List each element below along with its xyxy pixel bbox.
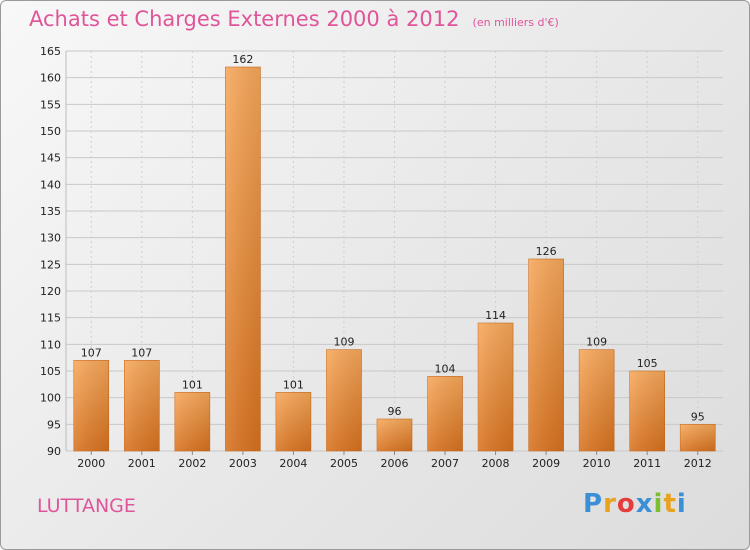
y-tick-label: 105 (40, 365, 61, 378)
bar-shade (225, 67, 261, 451)
x-tick-label: 2009 (532, 457, 560, 470)
logo-letter: P (583, 489, 604, 519)
bar-value-label: 107 (131, 346, 152, 359)
bar-shade (73, 360, 109, 451)
y-tick-label: 165 (40, 45, 61, 58)
bar-shade (427, 376, 463, 451)
x-tick-label: 2008 (482, 457, 510, 470)
y-tick-label: 100 (40, 392, 61, 405)
logo-letter: i (676, 489, 687, 519)
bar-value-label: 109 (586, 336, 607, 349)
bar-shade (326, 349, 362, 451)
logo-letter: t (663, 489, 677, 519)
bar-value-label: 96 (388, 405, 402, 418)
bar-value-label: 107 (81, 346, 102, 359)
bar-value-label: 126 (536, 245, 557, 258)
y-tick-label: 115 (40, 312, 61, 325)
bar-shade (528, 259, 564, 451)
y-tick-label: 90 (47, 445, 61, 458)
bar-shade (377, 419, 412, 451)
x-tick-label: 2004 (279, 457, 307, 470)
x-tick-label: 2000 (77, 457, 105, 470)
x-tick-label: 2007 (431, 457, 459, 470)
bars-layer (73, 66, 716, 452)
y-tick-label: 140 (40, 178, 61, 191)
chart-title-row: Achats et Charges Externes 2000 à 2012 (… (29, 7, 559, 31)
bar-shade (629, 371, 665, 451)
proxiti-logo: Proxiti (583, 489, 687, 519)
bar-value-label: 162 (232, 53, 253, 66)
bar-shade (124, 360, 160, 451)
chart-subtitle: (en milliers d'€) (472, 16, 559, 29)
y-tick-label: 145 (40, 152, 61, 165)
x-tick-label: 2012 (684, 457, 712, 470)
bar-shade (275, 392, 311, 451)
grid-layer (65, 50, 723, 455)
bar-shade (579, 349, 615, 451)
y-tick-label: 95 (47, 418, 61, 431)
bar-value-label: 109 (333, 336, 354, 349)
logo-letter: x (635, 489, 654, 519)
x-tick-label: 2006 (381, 457, 409, 470)
x-tick-label: 2005 (330, 457, 358, 470)
y-tick-label: 110 (40, 338, 61, 351)
bar-shade (174, 392, 210, 451)
bar-value-label: 105 (637, 357, 658, 370)
x-tick-label: 2003 (229, 457, 257, 470)
y-tick-label: 155 (40, 98, 61, 111)
y-tick-label: 125 (40, 258, 61, 271)
y-tick-label: 130 (40, 232, 61, 245)
bar-shade (478, 323, 514, 451)
x-tick-label: 2010 (583, 457, 611, 470)
bar-value-label: 101 (283, 378, 304, 391)
bar-shade (680, 424, 716, 451)
x-tick-label: 2011 (633, 457, 661, 470)
x-tick-label: 2001 (128, 457, 156, 470)
commune-name: LUTTANGE (37, 495, 136, 517)
y-tick-label: 150 (40, 125, 61, 138)
bar-value-label: 104 (435, 362, 456, 375)
labels-layer: 90 95 100 105 110 115 120 125 130 135 140 145 150 155… (40, 45, 712, 470)
x-tick-label: 2002 (178, 457, 206, 470)
logo-letter: r (603, 489, 617, 519)
chart-title: Achats et Charges Externes 2000 à 2012 (29, 7, 460, 31)
logo-letter: i (653, 489, 664, 519)
logo-letter: o (616, 489, 636, 519)
y-tick-label: 120 (40, 285, 61, 298)
bar-value-label: 114 (485, 309, 506, 322)
y-tick-label: 160 (40, 72, 61, 85)
bar-value-label: 101 (182, 378, 203, 391)
bar-value-label: 95 (691, 410, 705, 423)
y-tick-label: 135 (40, 205, 61, 218)
